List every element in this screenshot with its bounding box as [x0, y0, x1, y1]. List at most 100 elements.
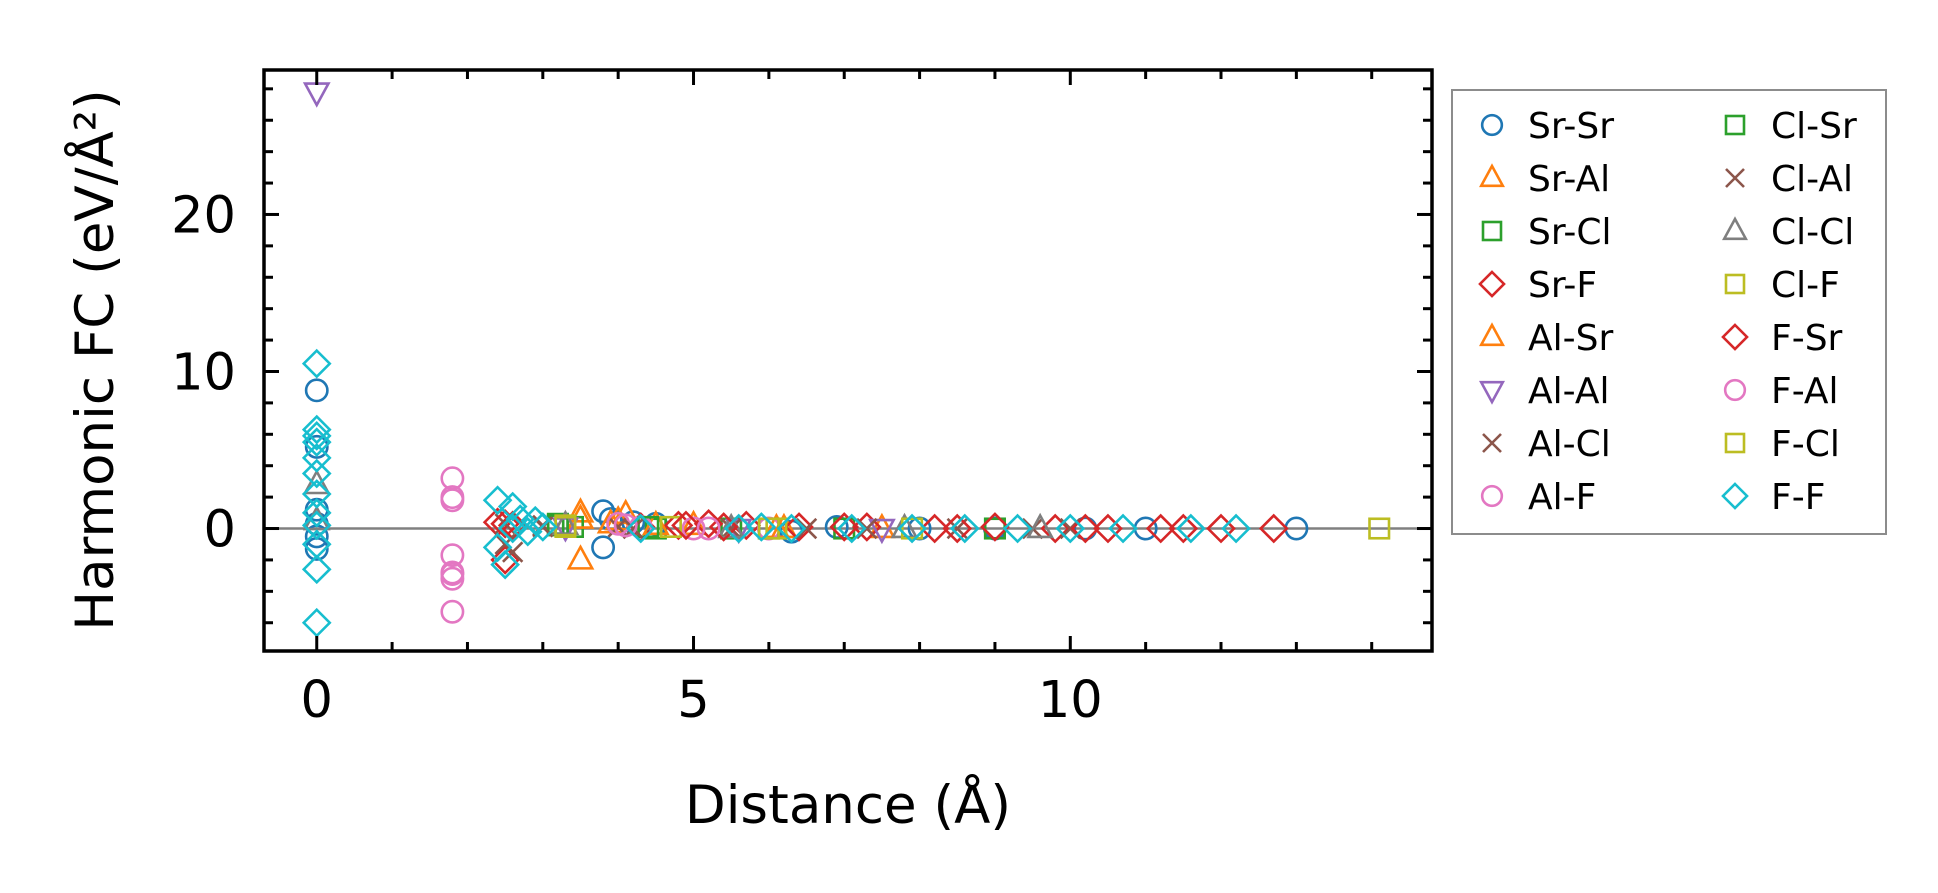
legend-marker: [1481, 220, 1503, 242]
data-point: [1206, 513, 1236, 544]
data-point: [512, 516, 543, 547]
axis-tick-labels: 0 5 10 0 10 20: [171, 186, 1103, 730]
legend-item: Cl-Al: [1725, 159, 1853, 200]
legend-label: Cl-Sr: [1771, 106, 1857, 147]
data-point: [440, 599, 465, 624]
data-point: [795, 517, 818, 540]
legend-item: Sr-F: [1478, 265, 1597, 306]
legend-item: Sr-Cl: [1481, 212, 1611, 253]
data-point: [836, 513, 867, 544]
series-al-al: [302, 82, 896, 545]
legend-item: Al-Al: [1479, 371, 1609, 412]
legend-item: F-Al: [1723, 371, 1839, 412]
legend-label: Cl-F: [1771, 265, 1840, 306]
data-point: [301, 607, 332, 638]
data-point: [527, 512, 558, 542]
data-point: [302, 82, 331, 108]
data-point: [591, 499, 616, 524]
data-point: [301, 510, 332, 541]
data-point: [1258, 513, 1289, 544]
x-tick-label: 5: [677, 671, 709, 730]
data-point: [1168, 513, 1199, 544]
data-point: [613, 513, 638, 538]
data-point: [304, 378, 329, 403]
series-f-f: [301, 348, 1251, 638]
data-point: [625, 513, 656, 544]
legend-label: Al-Cl: [1528, 424, 1611, 465]
legend-marker: [1724, 114, 1746, 136]
data-point: [897, 513, 927, 544]
legend-label: Cl-Al: [1771, 159, 1853, 200]
data-point: [591, 535, 616, 560]
legend: Sr-Sr Sr-Al Sr-Cl Sr-F Al-Sr Al-Al Al-Cl Al-F Cl…: [1451, 89, 1887, 535]
legend-item: Al-Sr: [1479, 318, 1613, 359]
data-point: [301, 443, 332, 473]
legend-marker: [1479, 163, 1505, 188]
data-point: [696, 516, 721, 541]
data-point: [301, 554, 332, 585]
data-point: [1040, 513, 1071, 544]
legend-marker: [1724, 432, 1746, 454]
x-axis-label: Distance (Å): [685, 772, 1011, 836]
plot-frame: [262, 68, 1434, 653]
legend-marker: [1479, 380, 1505, 405]
legend-marker: [1478, 270, 1506, 298]
data-point: [301, 348, 332, 379]
data-point: [856, 517, 878, 540]
data-point: [746, 512, 777, 542]
legend-frame: [1451, 89, 1887, 535]
legend-item: Al-F: [1480, 477, 1596, 518]
legend-label: F-Sr: [1771, 318, 1843, 359]
legend-label: Sr-Cl: [1528, 212, 1611, 253]
data-point: [301, 421, 332, 451]
data-point: [440, 543, 465, 568]
legend-label: Cl-Cl: [1771, 212, 1854, 253]
data-point: [949, 513, 980, 544]
data-point: [1176, 513, 1206, 544]
legend-item: Sr-Sr: [1480, 106, 1614, 147]
legend-item: Sr-Al: [1479, 159, 1610, 200]
data-point: [497, 491, 528, 522]
legend-label: Al-Sr: [1528, 318, 1613, 359]
legend-item: F-Cl: [1724, 424, 1840, 465]
legend-marker: [1725, 168, 1745, 188]
data-point: [942, 513, 973, 544]
y-tick-label: 0: [204, 501, 236, 560]
legend-item: F-F: [1721, 477, 1825, 518]
legend-marker: [1480, 484, 1504, 508]
data-point: [723, 513, 754, 544]
data-point: [301, 479, 332, 509]
legend-item: Al-Cl: [1482, 424, 1611, 465]
data-point: [681, 516, 706, 541]
data-point: [440, 485, 465, 510]
legend-item: Cl-Cl: [1722, 212, 1854, 253]
data-point: [901, 517, 924, 540]
data-point: [1026, 512, 1055, 539]
legend-label: Al-F: [1528, 477, 1596, 518]
legend-label: Al-Al: [1528, 371, 1609, 412]
series-cl-cl: [302, 468, 1055, 539]
data-point: [659, 515, 682, 538]
legend-item: Cl-F: [1724, 265, 1840, 306]
data-point: [301, 414, 332, 445]
data-point: [1002, 513, 1033, 544]
legend-marker: [1723, 378, 1747, 402]
legend-marker: [1724, 273, 1746, 295]
legend-label: Sr-Sr: [1528, 106, 1614, 147]
legend-marker: [1721, 482, 1749, 510]
x-tick-label: 0: [301, 671, 333, 730]
data-point: [784, 512, 814, 542]
legend-marker: [1482, 433, 1502, 453]
data-point: [1108, 513, 1138, 544]
data-point: [720, 517, 742, 540]
data-point: [1221, 513, 1251, 544]
data-point: [1368, 517, 1391, 540]
y-axis-label: Harmonic FC (eV/Å²): [62, 89, 126, 630]
data-point: [482, 485, 513, 516]
data-point: [440, 562, 465, 587]
data-point: [980, 512, 1010, 542]
data-point: [868, 518, 896, 545]
data-point: [868, 512, 896, 539]
legend-label: Sr-F: [1528, 265, 1597, 306]
data-point: [829, 512, 860, 542]
